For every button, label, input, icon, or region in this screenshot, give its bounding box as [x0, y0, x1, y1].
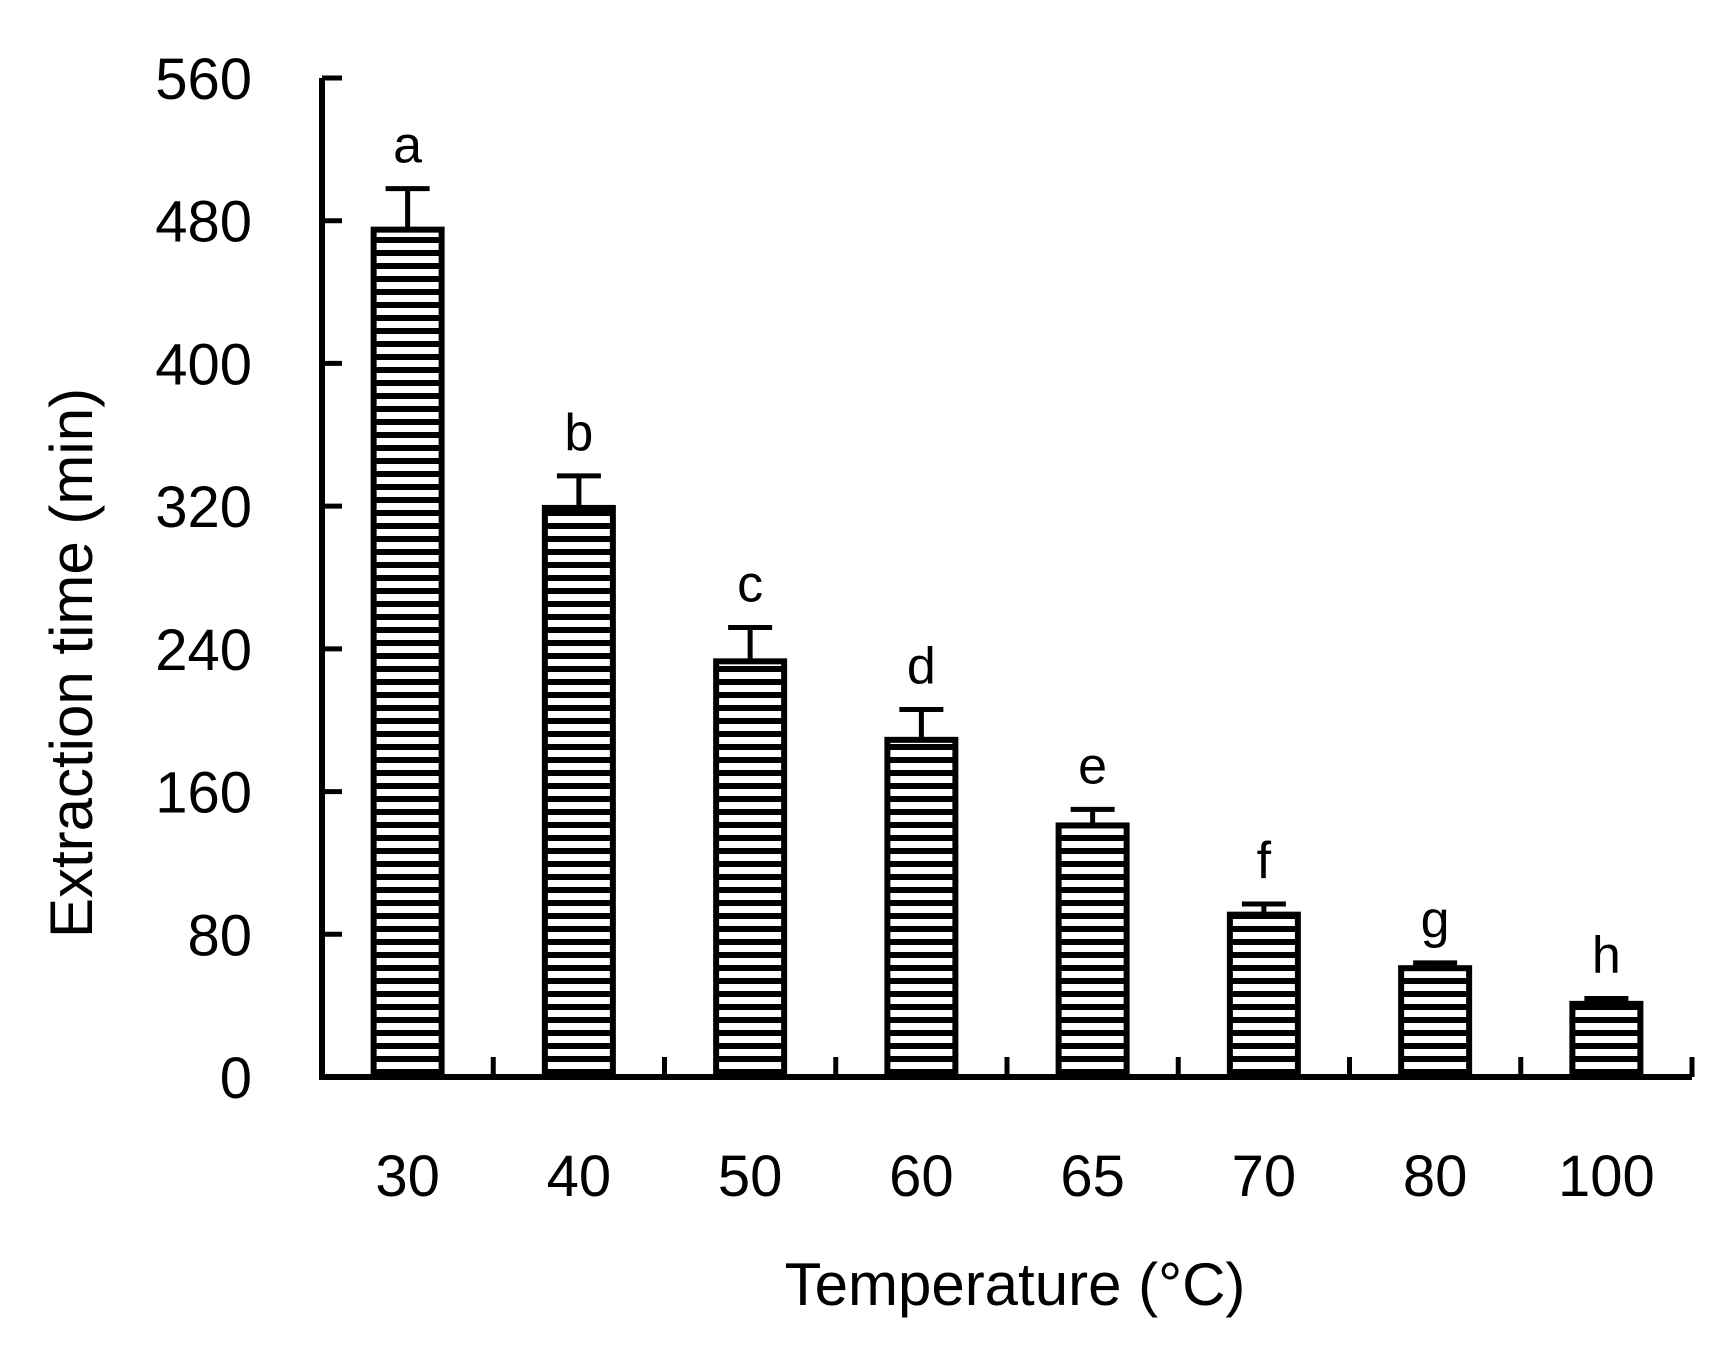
ticks-layer [322, 75, 1695, 1080]
bar [541, 504, 616, 1081]
significance-label: h [1592, 927, 1621, 985]
x-tick-label: 80 [1403, 1144, 1468, 1209]
x-tick-label: 50 [718, 1144, 783, 1209]
axes-layer [319, 78, 1692, 1080]
bars-layer [370, 186, 1644, 1081]
bar [370, 226, 445, 1081]
x-tick-label: 60 [889, 1144, 954, 1209]
x-tick-label: 65 [1060, 1144, 1125, 1209]
y-tick-label: 480 [155, 190, 252, 255]
y-tick-label: 560 [155, 47, 252, 112]
significance-label: b [564, 404, 593, 462]
x-tick-label: 40 [547, 1144, 612, 1209]
bar [884, 736, 959, 1081]
y-axis-title: Extraction time (min) [38, 388, 105, 938]
significance-label: c [737, 555, 763, 613]
bar [713, 658, 788, 1081]
y-tick-label: 240 [155, 618, 252, 683]
labels-layer: 0 80 160 240 320 400 480 560 a 30 b 40 c 50 d 60 e 65 f 70 g… [155, 47, 1655, 1209]
x-tick-label: 70 [1232, 1144, 1297, 1209]
y-tick-label: 0 [220, 1046, 252, 1111]
bar [1398, 965, 1473, 1080]
significance-label: f [1257, 832, 1272, 890]
y-tick-label: 80 [187, 903, 252, 968]
x-tick-label: 100 [1558, 1144, 1655, 1209]
x-tick-label: 30 [375, 1144, 440, 1209]
bar [1055, 822, 1130, 1080]
significance-label: a [393, 117, 422, 175]
x-axis-title: Temperature (°C) [785, 1251, 1246, 1318]
y-tick-label: 400 [155, 332, 252, 397]
significance-label: d [907, 638, 936, 696]
bar [1226, 911, 1301, 1080]
significance-label: e [1078, 737, 1107, 795]
y-tick-label: 160 [155, 761, 252, 826]
bar [1569, 1000, 1644, 1081]
y-tick-label: 320 [155, 475, 252, 540]
significance-label: g [1421, 891, 1450, 949]
